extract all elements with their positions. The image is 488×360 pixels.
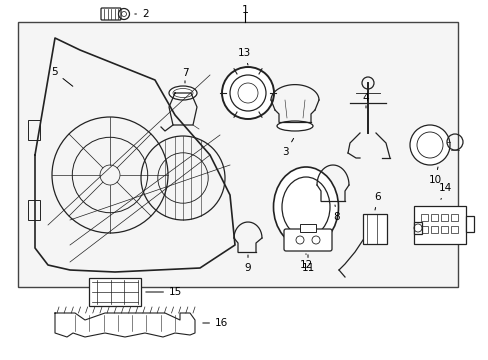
Bar xyxy=(89,278,141,306)
Bar xyxy=(450,226,457,233)
Bar xyxy=(413,222,421,234)
Text: 3: 3 xyxy=(282,138,293,157)
Text: 14: 14 xyxy=(437,183,451,199)
Text: 7: 7 xyxy=(182,68,188,83)
Text: 2: 2 xyxy=(135,9,148,19)
Text: 12: 12 xyxy=(299,254,312,270)
Bar xyxy=(420,214,427,221)
Bar xyxy=(440,226,447,233)
Ellipse shape xyxy=(169,86,197,100)
Polygon shape xyxy=(55,313,195,337)
Text: 9: 9 xyxy=(244,255,251,273)
Ellipse shape xyxy=(276,121,312,131)
Bar xyxy=(362,214,386,244)
Text: 1: 1 xyxy=(241,5,248,15)
Bar xyxy=(465,216,473,232)
Bar xyxy=(430,226,437,233)
Bar xyxy=(299,224,315,232)
Bar xyxy=(440,214,447,221)
Text: 11: 11 xyxy=(301,255,314,273)
Bar xyxy=(413,206,465,244)
Bar xyxy=(18,22,457,287)
Text: 10: 10 xyxy=(427,167,441,185)
Circle shape xyxy=(409,125,449,165)
Bar xyxy=(450,214,457,221)
Circle shape xyxy=(222,67,273,119)
Text: 6: 6 xyxy=(374,192,381,210)
Text: 16: 16 xyxy=(203,318,228,328)
Text: 5: 5 xyxy=(51,67,73,86)
Bar xyxy=(430,214,437,221)
Bar xyxy=(420,226,427,233)
Text: 8: 8 xyxy=(333,205,340,222)
Bar xyxy=(28,120,40,140)
Text: 13: 13 xyxy=(237,48,250,65)
Text: 15: 15 xyxy=(145,287,182,297)
Ellipse shape xyxy=(273,167,338,247)
Text: 4: 4 xyxy=(362,93,368,108)
Bar xyxy=(28,200,40,220)
FancyBboxPatch shape xyxy=(284,229,331,251)
